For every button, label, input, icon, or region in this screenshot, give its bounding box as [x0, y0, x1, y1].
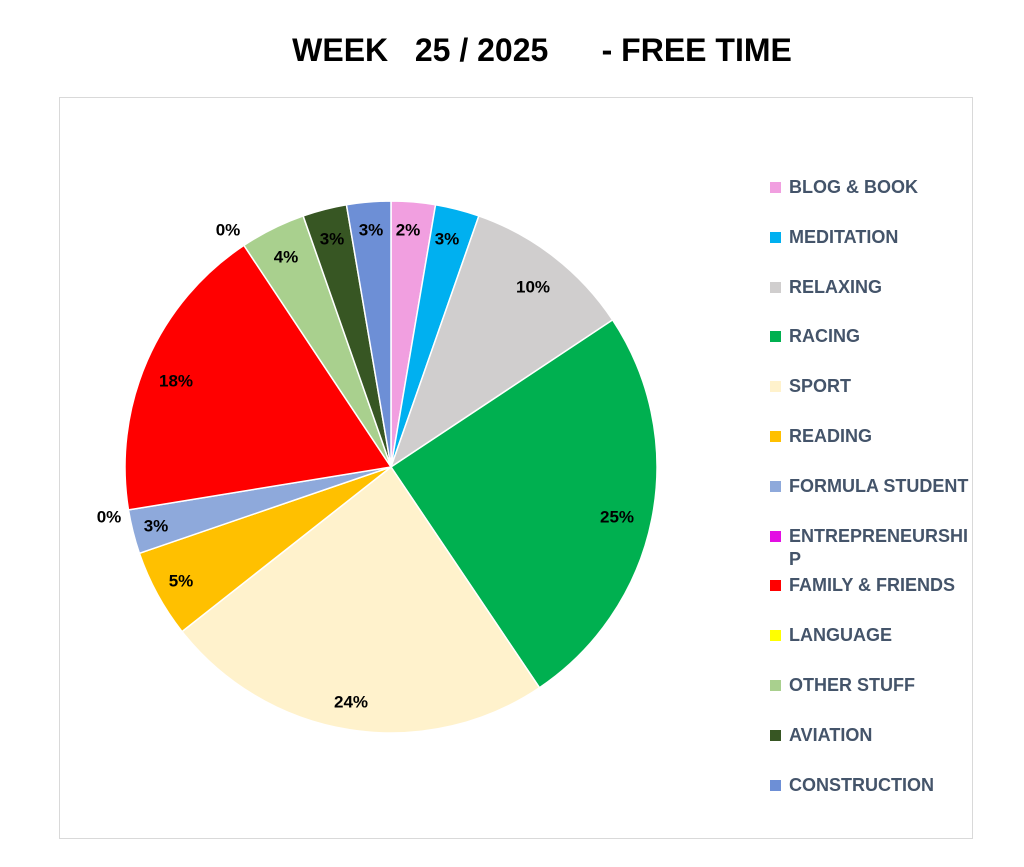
pie-data-labels: 2% 3% 10% 25% 24% 5% 3% 0% 18% 0% 4% 3% 3%: [97, 220, 634, 711]
legend-swatch-racing: [770, 331, 781, 343]
legend-swatch-blog-book: [770, 182, 781, 193]
plot-area-frame: [59, 97, 973, 839]
data-label-sport: 24%: [334, 692, 368, 711]
legend-label-racing: RACING: [789, 326, 860, 347]
legend-item-other-stuff: OTHER STUFF: [770, 674, 1010, 697]
legend-swatch-sport: [770, 381, 781, 393]
legend-label-aviation: AVIATION: [789, 724, 873, 745]
data-label-blog-book: 2%: [396, 220, 421, 239]
legend-swatch-construction: [770, 779, 781, 791]
legend-item-language: LANGUAGE: [770, 624, 1010, 647]
legend-item-construction: CONSTRUCTION: [770, 774, 1010, 797]
pie-slice-construction: [345, 200, 392, 468]
pie-slice-racing: [389, 318, 658, 689]
legend-item-relaxing: RELAXING: [770, 276, 1010, 299]
pie-slices: [124, 200, 658, 734]
legend-swatch-meditation: [770, 231, 781, 243]
data-label-aviation: 3%: [320, 229, 345, 248]
data-label-reading: 5%: [169, 571, 194, 590]
legend-item-reading: READING: [770, 425, 1010, 448]
legend-swatch-entrepreneurship: [770, 530, 781, 542]
data-label-entrepreneurship: 0%: [97, 507, 122, 526]
legend-label-blog-book: BLOG & BOOK: [789, 177, 918, 197]
data-label-language: 0%: [216, 220, 241, 239]
legend-swatch-formula-student: [770, 480, 781, 492]
legend-label-family-friends: FAMILY & FRIENDS: [789, 575, 956, 596]
legend-label-other-stuff: OTHER STUFF: [789, 675, 915, 695]
legend-item-sport: SPORT: [770, 375, 1010, 398]
data-label-other-stuff: 4%: [274, 247, 299, 266]
pie-slice-family-friends: [124, 244, 393, 511]
legend-item-entrepreneurship: ENTREPRENEURSHIP: [770, 525, 1010, 571]
legend-label-construction: CONSTRUCTION: [789, 774, 934, 795]
legend-swatch-family-friends: [770, 580, 781, 592]
legend-item-meditation: MEDITATION: [770, 226, 1010, 249]
data-label-relaxing: 10%: [516, 277, 550, 296]
legend-swatch-relaxing: [770, 281, 781, 293]
legend-label-sport: SPORT: [789, 376, 852, 397]
legend-item-family-friends: FAMILY & FRIENDS: [770, 574, 1010, 597]
legend-item-blog-book: BLOG & BOOK: [770, 176, 1010, 199]
legend-item-aviation: AVIATION: [770, 724, 1010, 747]
pie-slice-sport: [180, 465, 541, 734]
legend-label-language: LANGUAGE: [789, 625, 892, 646]
legend-label-entrepreneurship: ENTREPRENEURSHIP: [789, 525, 969, 569]
pie-slice-relaxing: [389, 214, 614, 469]
chart-title: WEEK 25 / 2025 - FREE TIME: [292, 32, 792, 68]
legend-label-relaxing: RELAXING: [789, 276, 883, 297]
data-label-racing: 25%: [600, 507, 634, 526]
legend-swatch-aviation: [770, 729, 781, 741]
legend-item-formula-student: FORMULA STUDENT: [770, 475, 1010, 498]
legend-label-formula-student: FORMULA STUDENT: [789, 475, 969, 496]
data-label-construction: 3%: [359, 220, 384, 239]
legend-item-racing: RACING: [770, 325, 1010, 348]
legend-label-reading: READING: [789, 426, 873, 446]
legend-swatch-other-stuff: [770, 680, 781, 691]
data-label-family-friends: 18%: [159, 371, 193, 390]
legend-swatch-reading: [770, 431, 781, 442]
data-label-formula-student: 3%: [144, 516, 169, 535]
legend-label-meditation: MEDITATION: [789, 226, 899, 247]
legend-swatch-language: [770, 630, 781, 642]
data-label-meditation: 3%: [435, 229, 460, 248]
